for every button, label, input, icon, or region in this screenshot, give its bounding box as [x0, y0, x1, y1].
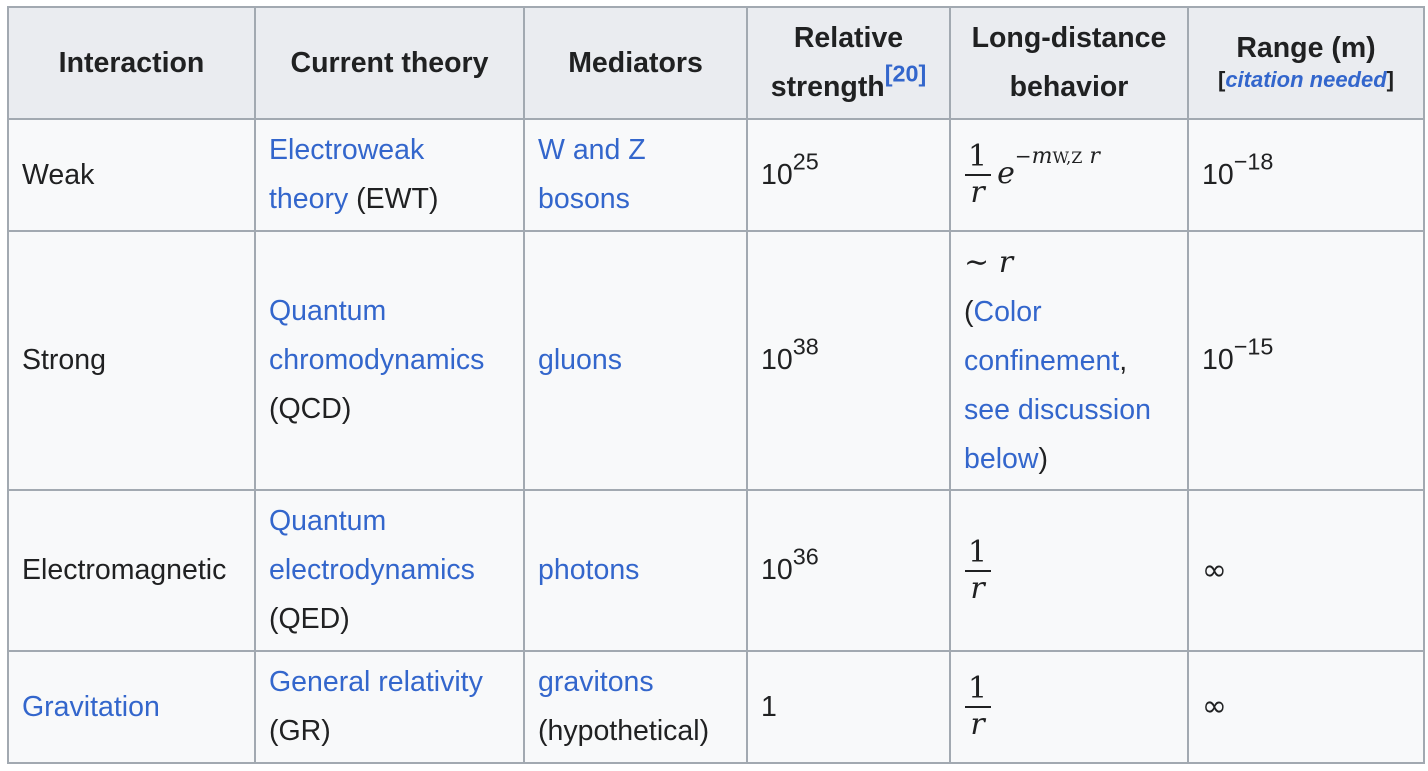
header-relative-strength: Relative strength[20] — [746, 6, 951, 120]
header-row: Interaction Current theory Mediators Rel… — [7, 6, 1425, 120]
cell-theory: Quantum chromodynamics (QCD) — [254, 230, 525, 491]
theory-link[interactable]: Quantum chromodynamics — [269, 295, 485, 376]
header-interaction: Interaction — [7, 6, 256, 120]
citation-needed-link[interactable]: citation needed — [1225, 66, 1387, 92]
cell-range: 10−18 — [1187, 118, 1425, 232]
behavior-formula: ∼ r — [964, 244, 1014, 280]
cell-theory: Quantum electrodynamics (QED) — [254, 489, 525, 652]
cell-strength: 1025 — [746, 118, 951, 232]
cell-mediators: gravitons (hypothetical) — [523, 650, 748, 764]
cell-interaction: Electromagnetic — [7, 489, 256, 652]
cell-mediators: gluons — [523, 230, 748, 491]
cell-interaction: Gravitation — [7, 650, 256, 764]
cell-behavior: 1 r e−mW,Z r — [949, 118, 1189, 232]
cell-range: ∞ — [1187, 650, 1425, 764]
theory-link[interactable]: General relativity — [269, 666, 483, 698]
mediator-link[interactable]: photons — [538, 554, 640, 586]
cell-range: ∞ — [1187, 489, 1425, 652]
citation-needed-note: [citation needed] — [1217, 66, 1394, 92]
gravitation-link[interactable]: Gravitation — [22, 690, 160, 723]
behavior-formula: 1 r e−mW,Z r — [964, 140, 1100, 210]
header-mediators: Mediators — [523, 6, 748, 120]
cell-strength: 1 — [746, 650, 951, 764]
cell-strength: 1038 — [746, 230, 951, 491]
cell-interaction: Weak — [7, 118, 256, 232]
cell-strength: 1036 — [746, 489, 951, 652]
cell-range: 10−15 — [1187, 230, 1425, 491]
cell-mediators: photons — [523, 489, 748, 652]
theory-link[interactable]: Quantum electrodynamics — [269, 505, 475, 586]
header-current-theory: Current theory — [254, 6, 525, 120]
color-confinement-link[interactable]: Color confinement — [964, 295, 1120, 377]
header-long-distance-behavior: Long-distance behavior — [949, 6, 1189, 120]
table-row: Strong Quantum chromodynamics (QCD) gluons… — [7, 230, 1425, 491]
forces-table: Interaction Current theory Mediators Rel… — [7, 6, 1425, 764]
cell-behavior: ∼ r (Color confinement, see discussion bel… — [949, 230, 1189, 491]
mediator-link[interactable]: gravitons — [538, 666, 654, 698]
cell-interaction: Strong — [7, 230, 256, 491]
header-range: Range (m) [citation needed] — [1187, 6, 1425, 120]
table-row: Gravitation General relativity (GR) gravi… — [7, 650, 1425, 764]
cell-theory: General relativity (GR) — [254, 650, 525, 764]
table-row: Electromagnetic Quantum electrodynamics (Q… — [7, 489, 1425, 652]
theory-link[interactable]: Electroweak theory — [269, 134, 425, 215]
cell-theory: Electroweak theory (EWT) — [254, 118, 525, 232]
reference-link-20[interactable]: [20] — [884, 60, 927, 87]
see-discussion-link[interactable]: see discussion below — [964, 393, 1151, 475]
mediator-link[interactable]: gluons — [538, 344, 622, 376]
